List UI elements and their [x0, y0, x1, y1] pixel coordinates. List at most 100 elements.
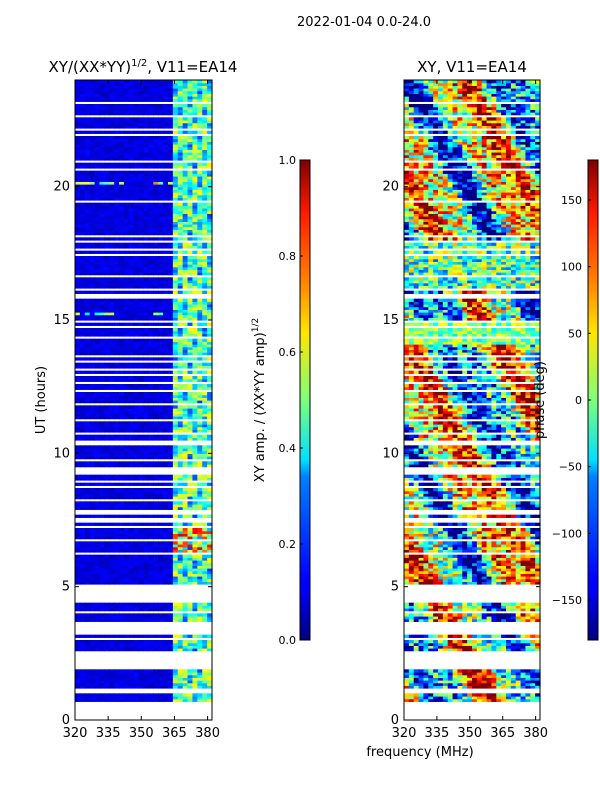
- heatmap-cell: [104, 328, 109, 331]
- heatmap-cell: [104, 613, 109, 616]
- heatmap-cell: [163, 523, 168, 526]
- heatmap-cell: [153, 104, 158, 107]
- heatmap-cell: [487, 693, 492, 696]
- heatmap-cell: [163, 475, 168, 478]
- heatmap-cell: [178, 371, 183, 374]
- heatmap-cell: [197, 291, 202, 294]
- heatmap-cell: [139, 541, 144, 544]
- heatmap-cell: [188, 603, 193, 606]
- heatmap-cell: [119, 357, 124, 360]
- heatmap-cell: [85, 371, 90, 374]
- heatmap-row: [75, 613, 213, 616]
- heatmap-cell: [178, 291, 183, 294]
- heatmap-cell: [114, 371, 119, 374]
- heatmap-cell: [124, 445, 129, 448]
- heatmap-cell: [202, 363, 207, 366]
- heatmap-row: [75, 171, 213, 174]
- heatmap-row: [75, 603, 213, 606]
- heatmap-cell: [134, 488, 139, 491]
- heatmap-cell: [99, 136, 104, 139]
- heatmap-cell: [109, 613, 114, 616]
- heatmap-cell: [158, 461, 163, 464]
- heatmap-cell: [95, 613, 100, 616]
- heatmap-cell: [134, 328, 139, 331]
- heatmap-cell: [188, 488, 193, 491]
- heatmap-cell: [104, 475, 109, 478]
- heatmap-cell: [183, 461, 188, 464]
- heatmap-cell: [104, 104, 109, 107]
- heatmap-cell: [104, 237, 109, 240]
- heatmap-cell: [197, 163, 202, 166]
- heatmap-cell: [163, 555, 168, 558]
- heatmap-cell: [129, 243, 134, 246]
- heatmap-cell: [90, 203, 95, 206]
- heatmap-cell: [114, 357, 119, 360]
- heatmap-cell: [90, 163, 95, 166]
- heatmap-cell: [148, 693, 153, 696]
- heatmap-cell: [148, 339, 153, 342]
- heatmap-cell: [104, 357, 109, 360]
- heatmap-cell: [80, 528, 85, 531]
- heatmap-cell: [202, 243, 207, 246]
- heatmap-row: [75, 392, 213, 395]
- heatmap-cell: [144, 475, 149, 478]
- heatmap-row: [75, 421, 213, 424]
- heatmap-cell: [173, 136, 178, 139]
- heatmap-cell: [148, 640, 153, 643]
- heatmap-cell: [158, 613, 163, 616]
- heatmap-cell: [85, 376, 90, 379]
- heatmap-cell: [183, 299, 188, 302]
- heatmap-cell: [168, 339, 173, 342]
- heatmap-cell: [109, 328, 114, 331]
- heatmap-cell: [104, 323, 109, 326]
- heatmap-cell: [99, 171, 104, 174]
- heatmap-cell: [183, 483, 188, 486]
- heatmap-cell: [124, 291, 129, 294]
- heatmap-cell: [104, 277, 109, 280]
- heatmap-cell: [119, 299, 124, 302]
- heatmap-cell: [134, 104, 139, 107]
- heatmap-cell: [173, 421, 178, 424]
- heatmap-cell: [80, 669, 85, 672]
- heatmap-cell: [80, 203, 85, 206]
- heatmap-row: [75, 488, 213, 491]
- heatmap-cell: [99, 635, 104, 638]
- heatmap-cell: [75, 640, 80, 643]
- heatmap-cell: [197, 555, 202, 558]
- heatmap-cell: [192, 104, 197, 107]
- heatmap-cell: [114, 435, 119, 438]
- figure-suptitle: 2022-01-04 0.0-24.0: [297, 15, 431, 30]
- heatmap-cell: [104, 243, 109, 246]
- heatmap-cell: [173, 117, 178, 120]
- heatmap-cell: [99, 163, 104, 166]
- heatmap-cell: [148, 421, 153, 424]
- heatmap-cell: [139, 171, 144, 174]
- heatmap-cell: [90, 555, 95, 558]
- heatmap-cell: [188, 339, 193, 342]
- heatmap-cell: [501, 693, 506, 696]
- heatmap-cell: [85, 488, 90, 491]
- heatmap-cell: [153, 461, 158, 464]
- heatmap-cell: [158, 104, 163, 107]
- heatmap-cell: [158, 339, 163, 342]
- heatmap-cell: [109, 528, 114, 531]
- heatmap-cell: [95, 461, 100, 464]
- heatmap-cell: [192, 376, 197, 379]
- heatmap-cell: [129, 483, 134, 486]
- heatmap-cell: [114, 171, 119, 174]
- heatmap-cell: [134, 291, 139, 294]
- heatmap-cell: [163, 171, 168, 174]
- heatmap-cell: [467, 693, 472, 696]
- heatmap-cell: [80, 421, 85, 424]
- heatmap-cell: [85, 328, 90, 331]
- heatmap-cell: [114, 475, 119, 478]
- heatmap-cell: [197, 640, 202, 643]
- heatmap-cell: [202, 501, 207, 504]
- colorbar-tick-label: 0.8: [279, 250, 297, 263]
- heatmap-cell: [124, 357, 129, 360]
- heatmap-cell: [139, 251, 144, 254]
- heatmap-cell: [168, 363, 173, 366]
- heatmap-cell: [202, 256, 207, 259]
- heatmap-cell: [129, 163, 134, 166]
- heatmap-cell: [119, 392, 124, 395]
